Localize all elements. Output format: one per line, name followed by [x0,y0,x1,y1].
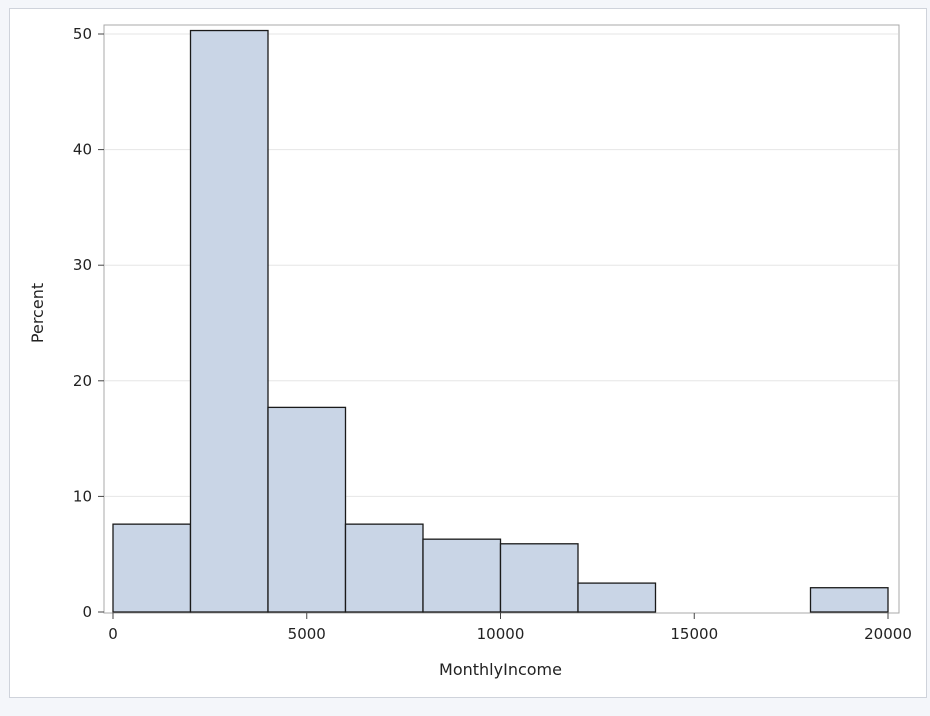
histogram-bar [809,587,889,613]
y-axis: 0 10 20 30 40 50 [73,25,104,621]
y-tick-label: 20 [73,372,92,390]
y-axis-title: Percent [28,283,47,343]
x-tick-label: 20000 [864,625,912,643]
chart-frame: 0 5000 10000 15000 20000 0 10 20 30 40 50 Monthly… [9,8,927,698]
histogram-bar [344,523,424,613]
histogram-bar [267,406,347,613]
x-axis: 0 5000 10000 15000 20000 [108,613,912,643]
x-tick-label: 0 [108,625,118,643]
x-tick-label: 5000 [288,625,326,643]
y-tick-label: 40 [73,141,92,159]
histogram-bar [189,29,269,613]
bars [112,29,889,613]
x-tick-label: 10000 [477,625,525,643]
histogram-bar [422,538,502,613]
y-tick-label: 30 [73,256,92,274]
x-axis-title: MonthlyIncome [439,660,562,679]
histogram-bar [577,582,657,613]
x-tick-label: 15000 [670,625,718,643]
y-tick-label: 0 [82,603,92,621]
histogram-bar [112,523,192,613]
y-tick-label: 10 [73,487,92,505]
histogram-bar [499,543,579,613]
histogram-chart: 0 5000 10000 15000 20000 0 10 20 30 40 50 Monthly… [28,24,912,679]
y-tick-label: 50 [73,25,92,43]
